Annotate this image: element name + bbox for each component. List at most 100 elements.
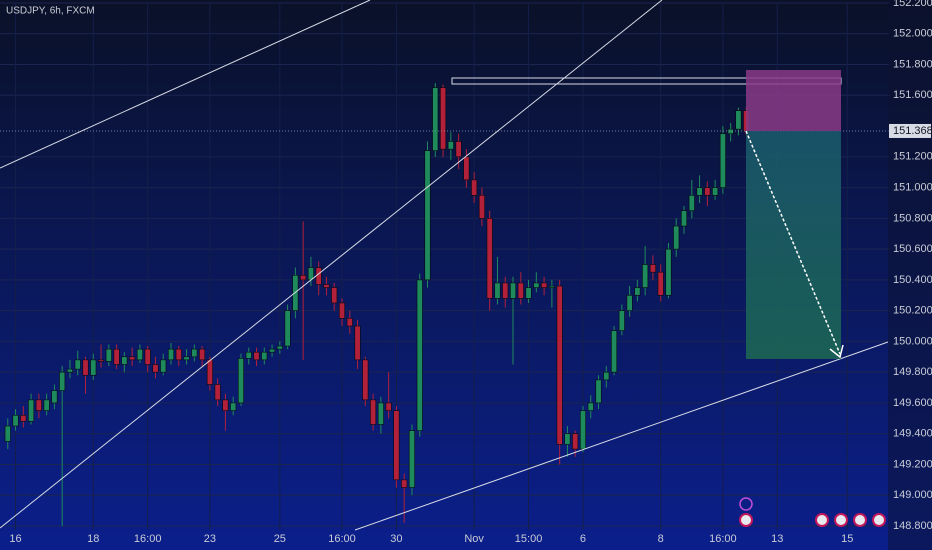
candle-body [253, 351, 260, 361]
candle-body [642, 264, 649, 288]
event-icon[interactable] [834, 513, 848, 527]
x-tick-label: 16 [9, 533, 21, 545]
arrow-head [829, 344, 844, 359]
candle-body [548, 285, 555, 288]
candle-body [618, 310, 625, 331]
candle-body [471, 179, 478, 196]
y-tick-label: 150.000 [893, 335, 932, 347]
candle-body [144, 348, 151, 365]
candle-body [673, 225, 680, 250]
candle-body [284, 310, 291, 347]
candle-body [478, 194, 485, 219]
candle-body [222, 399, 229, 411]
candle-body [237, 358, 244, 404]
candle-body [719, 133, 726, 188]
candle-body [35, 399, 42, 411]
candle-body [74, 359, 81, 370]
y-tick-label: 149.000 [893, 489, 932, 501]
y-tick-label: 150.400 [893, 274, 932, 286]
candle-body [657, 271, 664, 296]
candle-body [595, 379, 602, 404]
candle-body [502, 282, 509, 299]
candle-body [727, 128, 734, 135]
y-tick-label: 149.800 [893, 366, 932, 378]
candle-body [183, 356, 190, 361]
candle-body [129, 356, 136, 361]
candle-body [12, 414, 19, 427]
y-tick-label: 148.800 [893, 520, 932, 532]
candle-body [611, 330, 618, 373]
candle-body [533, 282, 540, 288]
x-tick-label: 6 [580, 533, 586, 545]
event-icon[interactable] [739, 513, 753, 527]
candle-body [696, 187, 703, 196]
y-tick-label: 149.600 [893, 397, 932, 409]
x-tick-label: 15:00 [515, 533, 543, 545]
candle-body [199, 348, 206, 361]
y-tick-label: 150.600 [893, 243, 932, 255]
y-tick-label: 149.400 [893, 428, 932, 440]
candle-body [424, 150, 431, 281]
candle-body [261, 351, 268, 361]
y-tick-label: 150.200 [893, 305, 932, 317]
y-tick-label: 151.200 [893, 151, 932, 163]
candle-body [440, 87, 447, 150]
candle-body [649, 264, 656, 273]
candle-body [51, 390, 58, 404]
candle-body [579, 410, 586, 450]
candle-body [105, 348, 112, 362]
event-icon[interactable] [853, 513, 867, 527]
price-axis [888, 0, 932, 550]
candle-body [680, 210, 688, 227]
candle-body [338, 302, 346, 319]
x-tick-label: 15 [841, 533, 853, 545]
candle-body [66, 368, 73, 373]
candle-body [688, 194, 695, 211]
candle-body [331, 287, 338, 304]
x-tick-label: 18 [87, 533, 99, 545]
candle-body [175, 348, 182, 361]
plot-area [0, 2, 890, 530]
x-tick-label: 23 [204, 533, 216, 545]
candle-body [160, 359, 167, 373]
candle-body [269, 348, 276, 353]
candle-body [113, 348, 120, 365]
candle-body [354, 325, 361, 361]
candle-body [362, 359, 369, 401]
candle-body [4, 425, 11, 442]
trend-line [354, 341, 889, 531]
y-tick-label: 149.200 [893, 458, 932, 470]
x-tick-label: 16:00 [134, 533, 162, 545]
event-icon[interactable] [815, 513, 829, 527]
candle-body [245, 351, 252, 359]
candle-body [556, 285, 563, 445]
candle-body [323, 284, 330, 288]
candle-body [517, 282, 524, 299]
event-icon[interactable] [872, 513, 886, 527]
candle-body [136, 348, 143, 361]
x-tick-label: 13 [771, 533, 783, 545]
candle-body [230, 402, 237, 411]
candle-body [346, 318, 353, 327]
candle-body [43, 399, 50, 411]
trend-line [0, 0, 371, 169]
candle-body [665, 248, 672, 296]
candle-body [152, 364, 159, 373]
x-tick-label: 8 [658, 533, 664, 545]
candle-body [98, 359, 105, 362]
price-tag [889, 123, 931, 138]
projection-arrow [745, 130, 841, 355]
candle-body [191, 348, 198, 358]
candle-body [377, 402, 384, 425]
candle-body [315, 267, 322, 285]
candle-body [90, 359, 97, 376]
candle-body [300, 274, 307, 281]
symbol-title: USDJPY, 6h, FXCM [6, 6, 95, 17]
candle-body [214, 384, 221, 401]
event-icon[interactable] [739, 497, 753, 511]
y-tick-label: 152.000 [893, 28, 932, 40]
candle-body [385, 402, 392, 411]
candle-body [634, 287, 641, 296]
y-tick-label: 152.200 [893, 0, 932, 9]
candle-body [455, 141, 462, 158]
